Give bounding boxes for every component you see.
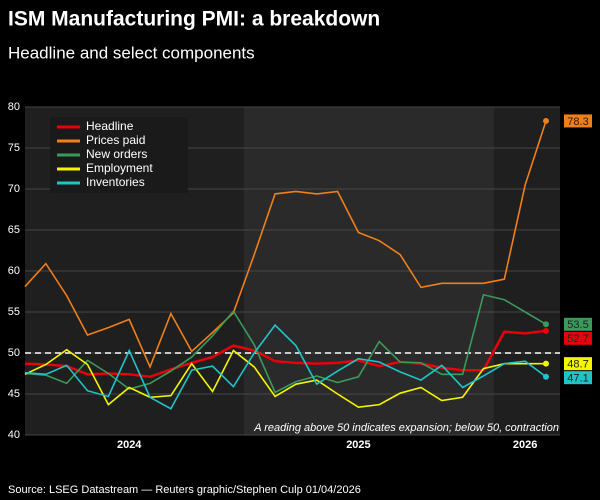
- x-tick-label: 2024: [117, 439, 142, 451]
- y-tick-label: 40: [8, 429, 20, 441]
- value-box: [564, 114, 592, 128]
- chart-title: ISM Manufacturing PMI: a breakdown: [8, 8, 380, 31]
- series-line: [24, 329, 547, 379]
- y-tick-label: 60: [8, 265, 20, 277]
- series-line: [24, 348, 546, 408]
- end-dot: [543, 360, 549, 367]
- series-line: [24, 323, 547, 410]
- end-dot: [543, 373, 549, 380]
- y-tick-label: 65: [8, 224, 20, 236]
- value-label: 52.7: [567, 333, 588, 345]
- y-tick-label: 45: [8, 388, 20, 400]
- annotation: A reading above 50 indicates expansion; …: [253, 422, 559, 434]
- legend-label: Prices paid: [86, 133, 145, 147]
- value-box: [564, 357, 592, 371]
- end-dot: [543, 117, 549, 124]
- end-dot: [543, 321, 549, 328]
- value-label: 78.3: [567, 116, 588, 128]
- value-label: 47.1: [567, 373, 588, 385]
- series-line: [24, 293, 547, 394]
- value-box: [564, 371, 592, 385]
- x-tick-label: 2025: [346, 439, 370, 451]
- y-tick-label: 80: [8, 101, 20, 113]
- end-dot: [543, 327, 549, 334]
- value-label: 48.7: [567, 359, 588, 371]
- source: Source: LSEG Datastream — Reuters graphi…: [8, 484, 361, 496]
- y-tick-label: 50: [8, 347, 20, 359]
- y-tick-label: 75: [8, 142, 20, 154]
- value-box: [564, 331, 592, 345]
- legend-label: Headline: [86, 119, 134, 133]
- y-tick-label: 70: [8, 183, 20, 195]
- legend-label: Inventories: [86, 175, 145, 189]
- legend-label: New orders: [86, 147, 147, 161]
- legend-label: Employment: [86, 161, 153, 175]
- value-label: 53.5: [567, 319, 588, 331]
- chart-subtitle: Headline and select components: [8, 43, 255, 62]
- x-tick-label: 2026: [513, 439, 537, 451]
- value-box: [564, 317, 592, 331]
- series-line: [24, 120, 547, 370]
- y-tick-label: 55: [8, 306, 20, 318]
